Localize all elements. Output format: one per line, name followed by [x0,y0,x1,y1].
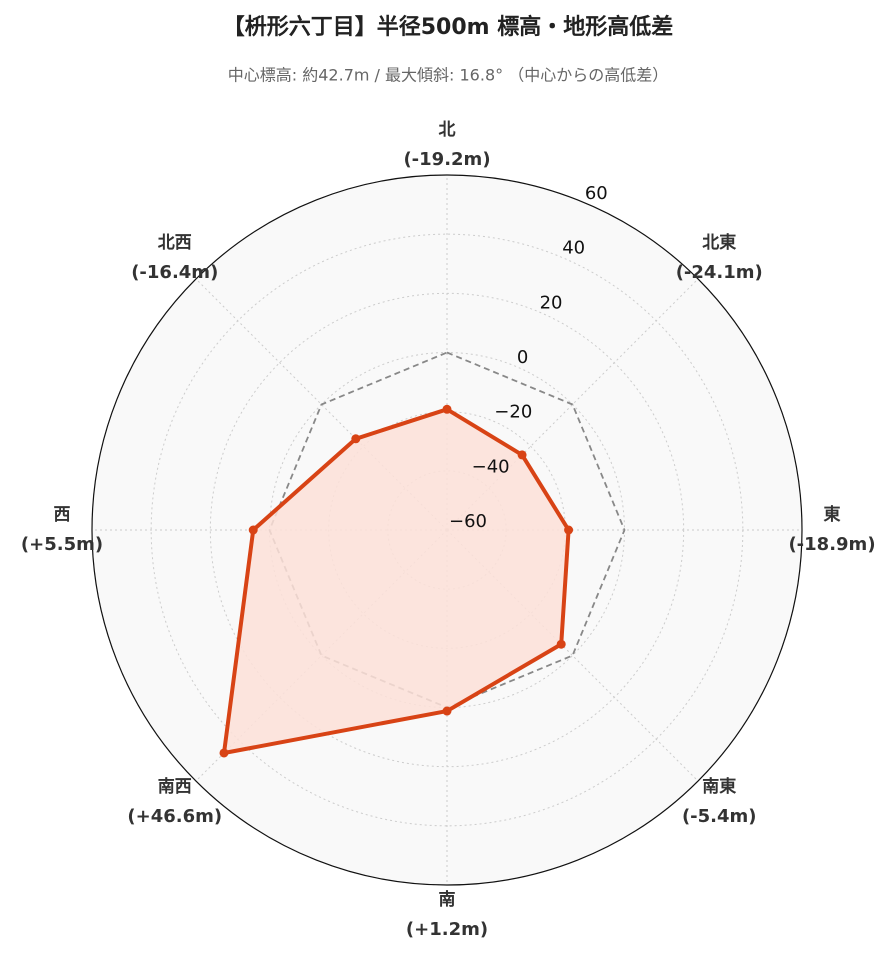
r-tick-label: −40 [472,456,510,477]
category-label: 北西 [158,233,192,253]
r-tick-label: 0 [517,347,528,368]
r-tick-label: −20 [494,402,532,423]
plot-border [91,174,803,886]
category-label: 南西 [158,776,192,797]
value-label: (-19.2m) [403,149,490,170]
category-label: 南東 [702,776,736,797]
value-label: (+46.6m) [127,806,222,827]
r-tick-label: −60 [449,511,487,532]
data-point [556,639,566,649]
value-label: (+1.2m) [406,919,488,940]
r-tick-label: 60 [585,183,608,204]
chart-title: 【枡形六丁目】半径500m 標高・地形高低差 [223,14,674,40]
category-label: 南 [439,889,456,910]
data-point [517,450,527,460]
value-label: (-16.4m) [131,262,218,283]
data-point [351,434,361,444]
data-point [219,748,229,758]
r-tick-label: 40 [562,238,585,259]
value-label: (-24.1m) [676,262,763,283]
chart-subtitle: 中心標高: 約42.7m / 最大傾斜: 16.8° （中心からの高低差） [228,66,668,85]
data-point [564,525,574,535]
data-point [442,404,452,414]
data-point [442,706,452,716]
value-label: (+5.5m) [21,534,103,555]
grid-spoke [446,278,699,531]
value-label: (-18.9m) [788,534,875,555]
data-point [248,525,258,535]
category-label: 北 [439,120,456,140]
r-tick-label: 20 [540,292,563,313]
category-label: 北東 [702,232,736,253]
grid-spoke [446,529,699,782]
value-label: (-5.4m) [682,806,757,827]
category-label: 西 [54,505,71,525]
grid-spoke [195,278,448,531]
category-label: 東 [824,504,841,525]
